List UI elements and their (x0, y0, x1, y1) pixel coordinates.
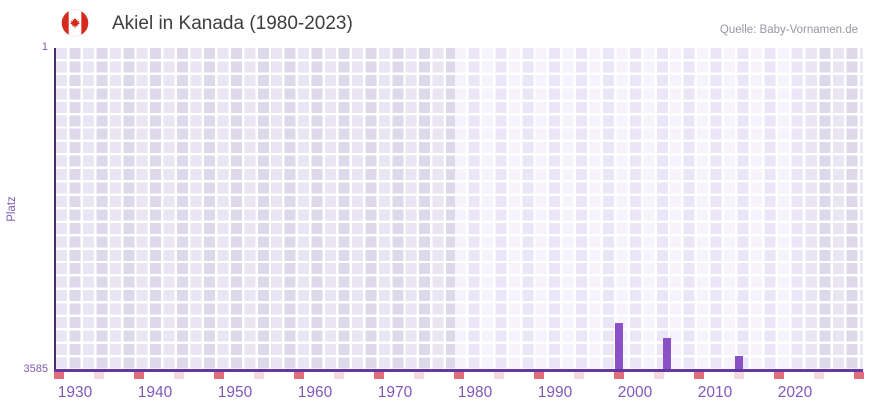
no-rank-marker-2003 (654, 372, 664, 379)
no-rank-marker-1938 (134, 372, 144, 379)
source-credit: Quelle: Baby-Vornamen.de (719, 24, 858, 36)
plot-area (56, 48, 863, 370)
bar-1998[interactable] (615, 322, 623, 370)
canada-flag-icon (61, 9, 89, 37)
bar-2004[interactable] (663, 338, 671, 370)
no-rank-marker-1978 (454, 372, 464, 379)
x-tick-label-2000: 2000 (617, 384, 653, 401)
y-axis-max-label: 1 (41, 41, 48, 53)
no-rank-marker-1928 (54, 372, 64, 379)
x-tick-label-1970: 1970 (377, 384, 413, 401)
x-tick-label-1930: 1930 (57, 384, 93, 401)
no-rank-marker-1983 (494, 372, 504, 379)
no-rank-marker-1968 (374, 372, 384, 379)
y-axis-title: Platz (6, 196, 18, 222)
x-tick-label-1980: 1980 (457, 384, 493, 401)
x-tick-label-2010: 2010 (697, 384, 733, 401)
bar-2013[interactable] (735, 355, 743, 370)
x-tick-label-1940: 1940 (137, 384, 173, 401)
x-axis-line (54, 369, 863, 372)
x-tick-label-2020: 2020 (777, 384, 813, 401)
x-tick-label-1960: 1960 (297, 384, 333, 401)
no-rank-marker-2028 (854, 372, 864, 379)
no-rank-marker-1943 (174, 372, 184, 379)
x-tick-label-1950: 1950 (217, 384, 253, 401)
no-rank-marker-2013 (734, 372, 744, 379)
no-rank-marker-1948 (214, 372, 224, 379)
no-rank-marker-2023 (814, 372, 824, 379)
no-rank-marker-1993 (574, 372, 584, 379)
no-rank-marker-2018 (774, 372, 784, 379)
grid-band-pre-data (56, 48, 455, 370)
no-rank-marker-1998 (614, 372, 624, 379)
y-axis-min-label: 3585 (23, 363, 48, 375)
no-rank-marker-1953 (254, 372, 264, 379)
grid-band-post-data (806, 48, 863, 370)
x-tick-label-1990: 1990 (537, 384, 573, 401)
y-axis-line (54, 48, 56, 371)
chart-title: Akiel in Kanada (1980-2023) (112, 13, 353, 34)
no-rank-marker-1973 (414, 372, 424, 379)
no-rank-marker-1988 (534, 372, 544, 379)
no-rank-marker-1933 (94, 372, 104, 379)
no-rank-marker-1963 (334, 372, 344, 379)
no-rank-marker-2008 (694, 372, 704, 379)
no-rank-marker-1958 (294, 372, 304, 379)
grid-band-data-range (455, 48, 806, 370)
